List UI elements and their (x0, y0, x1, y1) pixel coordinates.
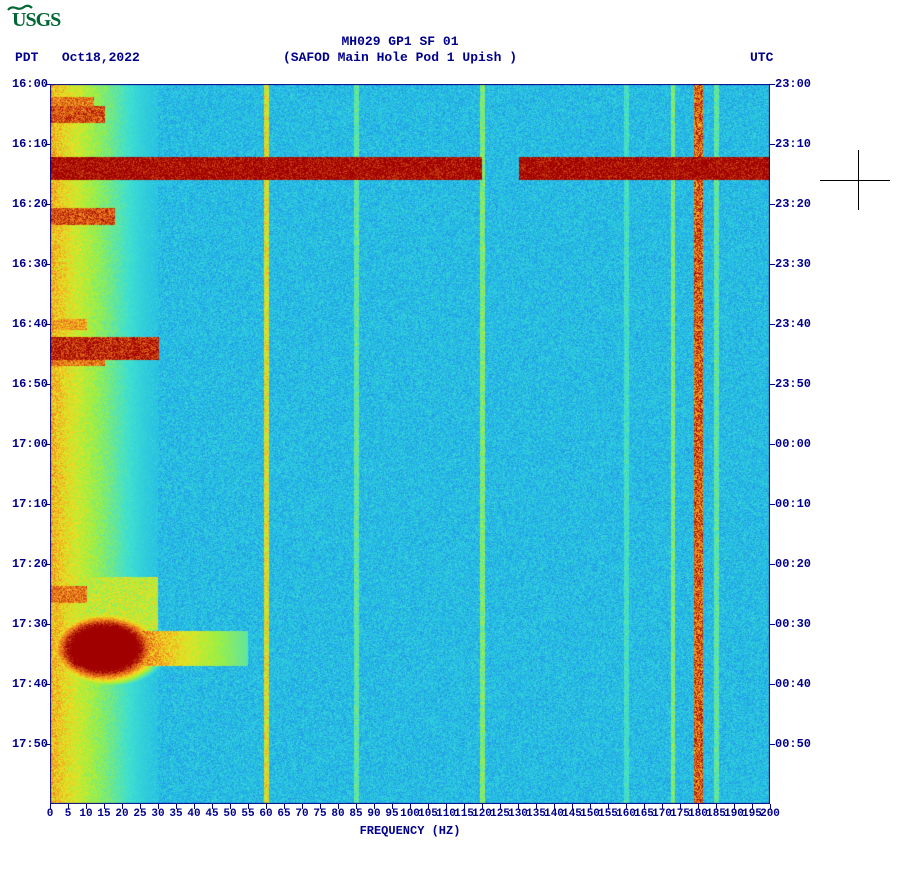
x-tick-label: 100 (400, 808, 420, 820)
y-left-tick-label: 16:20 (0, 197, 48, 211)
x-tick-label: 130 (508, 808, 528, 820)
x-tick-label: 110 (436, 808, 456, 820)
x-tick-label: 85 (349, 808, 362, 820)
x-tick-label: 80 (331, 808, 344, 820)
y-right-tick-label: 23:10 (775, 137, 835, 151)
x-tick-label: 25 (133, 808, 146, 820)
x-tick-label: 155 (598, 808, 618, 820)
x-tick-label: 185 (706, 808, 726, 820)
y-left-tick-label: 17:30 (0, 617, 48, 631)
x-tick-label: 150 (580, 808, 600, 820)
spectrogram-canvas (50, 84, 770, 804)
y-right-tick-label: 00:30 (775, 617, 835, 631)
cross-marker (820, 150, 890, 210)
x-axis-title: FREQUENCY (HZ) (50, 824, 770, 838)
x-tick-label: 160 (616, 808, 636, 820)
x-tick-label: 120 (472, 808, 492, 820)
x-tick-label: 60 (259, 808, 272, 820)
x-tick-label: 190 (724, 808, 744, 820)
usgs-logo: USGS (6, 4, 96, 30)
x-tick-label: 40 (187, 808, 200, 820)
x-tick-label: 10 (79, 808, 92, 820)
x-tick-label: 65 (277, 808, 290, 820)
y-left-tick-label: 16:40 (0, 317, 48, 331)
x-tick-label: 175 (670, 808, 690, 820)
y-left-tick-label: 17:50 (0, 737, 48, 751)
x-tick-label: 170 (652, 808, 672, 820)
y-right-tick-label: 00:40 (775, 677, 835, 691)
x-tick-label: 195 (742, 808, 762, 820)
x-tick-label: 200 (760, 808, 780, 820)
tz-right: UTC (750, 50, 773, 65)
y-right-tick-label: 23:00 (775, 77, 835, 91)
spectrogram-plot (50, 84, 770, 804)
x-tick-label: 5 (65, 808, 72, 820)
x-tick-label: 115 (454, 808, 474, 820)
x-tick-label: 20 (115, 808, 128, 820)
x-tick-label: 35 (169, 808, 182, 820)
y-left-tick-label: 17:00 (0, 437, 48, 451)
x-tick-label: 50 (223, 808, 236, 820)
x-tick-label: 75 (313, 808, 326, 820)
y-left-tick-label: 16:50 (0, 377, 48, 391)
x-tick-label: 125 (490, 808, 510, 820)
x-tick-label: 180 (688, 808, 708, 820)
x-tick-label: 0 (47, 808, 54, 820)
title-line1: MH029 GP1 SF 01 (341, 34, 458, 49)
x-tick-label: 55 (241, 808, 254, 820)
y-left-tick-label: 16:00 (0, 77, 48, 91)
y-left-tick-label: 16:10 (0, 137, 48, 151)
x-tick-label: 105 (418, 808, 438, 820)
y-left-tick-label: 17:40 (0, 677, 48, 691)
y-left-tick-label: 17:20 (0, 557, 48, 571)
x-tick-label: 15 (97, 808, 110, 820)
x-tick-label: 45 (205, 808, 218, 820)
header-left: PDT Oct18,2022 (15, 50, 140, 65)
y-right-tick-label: 00:10 (775, 497, 835, 511)
tz-left: PDT (15, 50, 38, 65)
x-tick-label: 30 (151, 808, 164, 820)
title-line2: (SAFOD Main Hole Pod 1 Upish ) (283, 50, 517, 65)
svg-text:USGS: USGS (12, 9, 61, 30)
y-right-tick-label: 23:50 (775, 377, 835, 391)
x-tick-label: 145 (562, 808, 582, 820)
y-left-tick-label: 16:30 (0, 257, 48, 271)
x-tick-label: 70 (295, 808, 308, 820)
x-tick-label: 165 (634, 808, 654, 820)
header-right: UTC (750, 50, 773, 65)
date-left: Oct18,2022 (62, 50, 140, 65)
y-right-tick-label: 00:20 (775, 557, 835, 571)
y-right-tick-label: 00:50 (775, 737, 835, 751)
y-axis-left-labels: 16:0016:1016:2016:3016:4016:5017:0017:10… (0, 84, 48, 804)
y-right-tick-label: 23:30 (775, 257, 835, 271)
x-tick-label: 135 (526, 808, 546, 820)
x-tick-label: 95 (385, 808, 398, 820)
y-left-tick-label: 17:10 (0, 497, 48, 511)
y-right-tick-label: 23:40 (775, 317, 835, 331)
x-tick-label: 140 (544, 808, 564, 820)
x-tick-label: 90 (367, 808, 380, 820)
y-right-tick-label: 00:00 (775, 437, 835, 451)
